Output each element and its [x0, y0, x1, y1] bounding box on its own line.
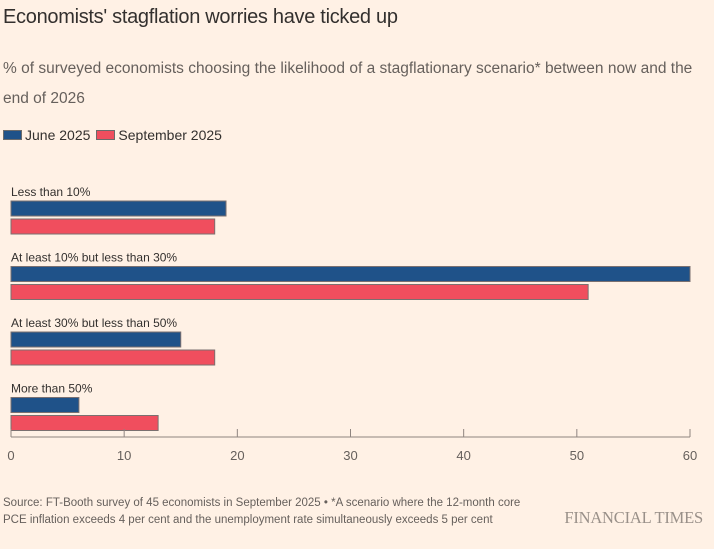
legend-item-june: June 2025 [3, 127, 90, 143]
x-tick-label: 60 [683, 448, 697, 463]
bar-september [10, 218, 216, 235]
x-tick-label: 50 [570, 448, 584, 463]
chart-subtitle: % of surveyed economists choosing the li… [3, 60, 693, 107]
category-label: Less than 10% [11, 185, 91, 199]
legend-swatch-june [3, 130, 22, 140]
legend-item-september: September 2025 [96, 127, 222, 143]
ft-logo: FINANCIAL TIMES [564, 508, 703, 527]
legend: June 2025 September 2025 [3, 127, 228, 143]
bar-september [10, 415, 159, 431]
category-label: At least 10% but less than 30% [11, 251, 177, 265]
chart-title: Economists' stagflation worries have tic… [3, 6, 398, 28]
bar-september [10, 349, 216, 366]
bar-september [10, 284, 589, 300]
bar-june [10, 200, 227, 217]
x-tick-label: 0 [7, 448, 14, 463]
category-label: More than 50% [11, 382, 93, 396]
bar-chart: Less than 10% At least 10% but less than … [7, 185, 697, 463]
bar-june [10, 331, 182, 348]
source-note: Source: FT-Booth survey of 45 economists… [3, 497, 521, 526]
x-tick-label: 10 [117, 448, 131, 463]
x-tick-label: 30 [343, 448, 357, 463]
legend-label-june: June 2025 [25, 127, 91, 143]
x-tick-label: 40 [456, 448, 470, 463]
category-label: At least 30% but less than 50% [11, 316, 177, 330]
bar-june [10, 397, 80, 413]
x-tick-label: 20 [230, 448, 244, 463]
bar-june [10, 266, 691, 282]
legend-label-september: September 2025 [118, 127, 222, 143]
legend-swatch-september [96, 130, 116, 140]
